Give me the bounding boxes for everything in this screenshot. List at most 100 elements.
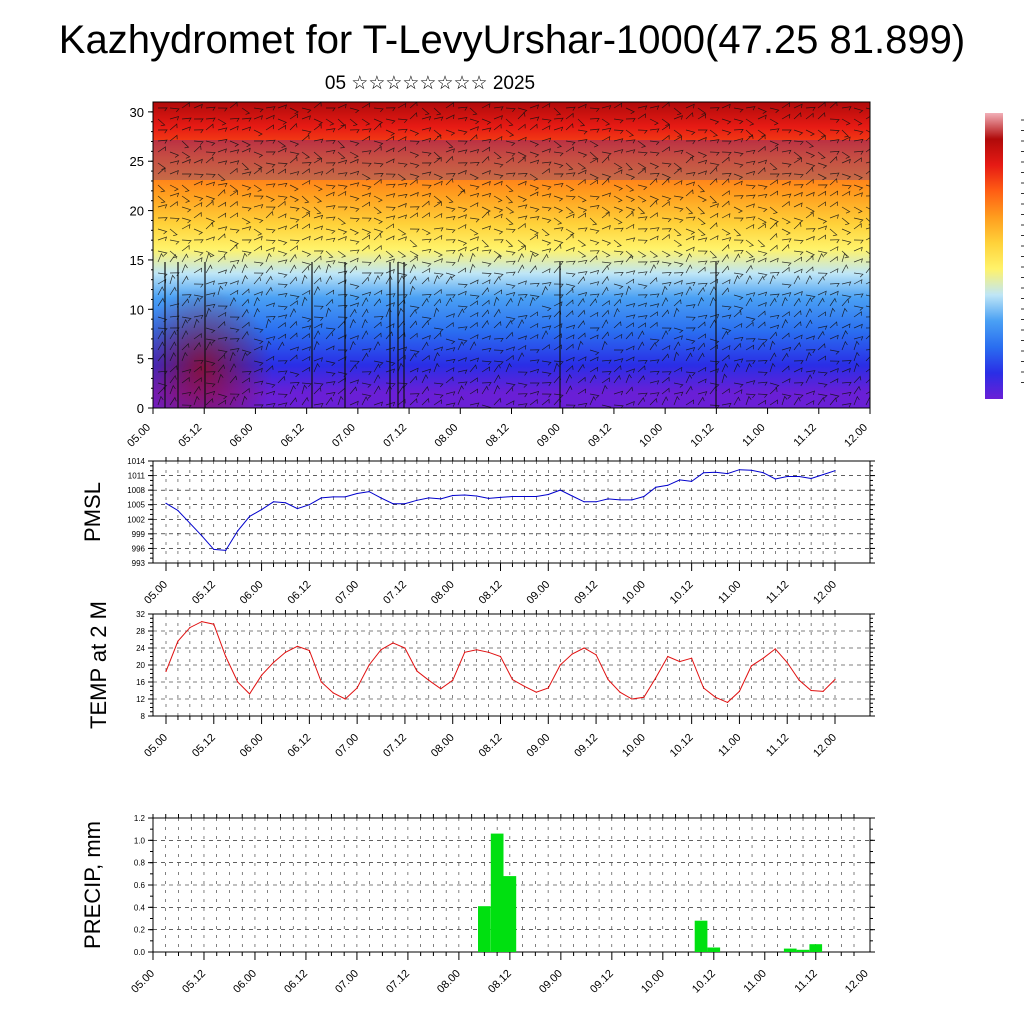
wind-barb — [757, 342, 765, 351]
wind-barb — [253, 291, 263, 296]
wind-barb — [205, 252, 212, 263]
y-tick-label: 993 — [132, 559, 146, 568]
x-tick-label: 06.12 — [286, 732, 314, 760]
wind-barb — [673, 395, 680, 406]
wind-barb — [625, 302, 636, 308]
wind-barb — [337, 228, 348, 235]
wind-barb — [457, 140, 468, 145]
wind-barb — [409, 275, 417, 285]
data-point — [571, 653, 573, 655]
wind-barb — [661, 146, 670, 153]
data-point — [284, 651, 287, 653]
wind-barb — [697, 206, 706, 215]
wind-barb — [409, 151, 420, 158]
wind-barb — [517, 335, 528, 340]
wind-barb — [517, 382, 528, 388]
wind-barb — [565, 356, 575, 362]
wind-barb — [541, 228, 550, 237]
wind-barb — [529, 151, 540, 158]
wind-barb — [493, 106, 504, 111]
wind-barb — [673, 228, 682, 237]
wind-barb — [325, 396, 333, 406]
wind-barb — [313, 386, 322, 395]
wind-barb — [457, 188, 466, 197]
wind-barb — [229, 338, 240, 343]
wind-barb — [277, 104, 288, 109]
wind-barb — [565, 260, 576, 265]
warm-core — [153, 288, 273, 408]
wind-barb — [373, 385, 381, 395]
wind-barb — [493, 384, 500, 395]
wind-barb — [385, 158, 395, 164]
wind-barb — [157, 286, 165, 296]
wind-barb — [253, 235, 263, 241]
wind-barb — [565, 310, 574, 318]
wind-barb — [517, 344, 527, 351]
wind-barb — [229, 140, 240, 147]
wind-barb — [625, 314, 636, 319]
wind-barb — [757, 159, 768, 165]
wind-barb — [205, 140, 216, 146]
wind-barb — [529, 184, 540, 191]
wind-barb — [757, 167, 766, 175]
data-point — [667, 655, 669, 658]
wind-barb — [805, 275, 813, 285]
wind-barb — [241, 226, 252, 231]
data-point — [213, 548, 215, 551]
wind-barb — [817, 173, 827, 181]
wind-barb — [193, 158, 203, 164]
data-point — [607, 678, 609, 681]
wind-barb — [385, 302, 395, 307]
wind-barb — [769, 190, 779, 197]
wind-barb — [829, 256, 838, 263]
wind-barb — [217, 399, 227, 406]
wind-barb — [829, 201, 838, 208]
wind-barb — [733, 294, 744, 301]
data-point — [762, 657, 764, 659]
wind-barb — [865, 305, 870, 308]
data-point — [822, 690, 824, 693]
wind-barb — [157, 217, 168, 222]
wind-barb — [361, 192, 372, 198]
wind-barb — [229, 316, 240, 321]
wind-barb — [541, 305, 552, 312]
wind-barb — [457, 385, 464, 395]
wind-barb — [217, 282, 228, 287]
wind-barb — [253, 338, 264, 345]
wind-barb — [169, 286, 177, 296]
wind-barb — [769, 293, 780, 298]
wind-barb — [613, 260, 624, 265]
wind-barb — [745, 264, 753, 274]
wind-barb — [253, 272, 264, 277]
data-point — [535, 691, 537, 693]
wind-barb — [481, 210, 490, 219]
wind-barb — [757, 145, 766, 153]
precip-bar — [478, 906, 491, 952]
wind-barb — [685, 338, 696, 344]
wind-barb — [217, 320, 226, 329]
wind-barb — [481, 287, 490, 296]
wind-barb — [193, 118, 204, 123]
wind-barb — [301, 355, 311, 362]
wind-barb — [697, 282, 708, 287]
wind-barb — [481, 347, 492, 353]
wind-barb — [841, 360, 852, 365]
wind-barb — [325, 327, 336, 333]
data-point — [452, 494, 454, 497]
wind-barb — [649, 359, 660, 364]
x-tick-label: 11.12 — [764, 579, 791, 606]
wind-barb — [373, 360, 384, 366]
wind-barb — [181, 244, 190, 252]
wind-barb — [325, 298, 334, 307]
wind-barb — [745, 106, 756, 111]
wind-barb — [361, 173, 371, 181]
wind-barb — [769, 382, 780, 389]
wind-barb — [361, 184, 372, 190]
wind-barb — [229, 348, 240, 353]
wind-barb — [181, 151, 191, 159]
wind-barb — [601, 155, 610, 164]
wind-barb — [649, 264, 657, 274]
wind-barb — [205, 327, 216, 334]
data-point — [440, 498, 442, 500]
wind-barb — [577, 250, 587, 258]
